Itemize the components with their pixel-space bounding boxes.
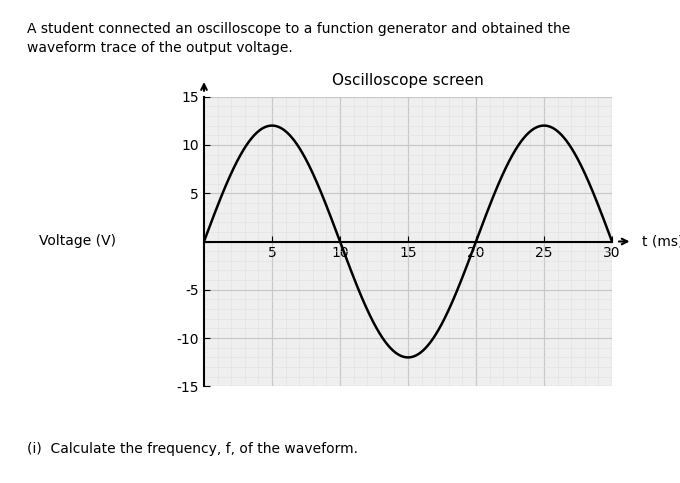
Text: t (ms): t (ms) <box>642 235 680 248</box>
Text: A student connected an oscilloscope to a function generator and obtained the: A student connected an oscilloscope to a… <box>27 22 571 36</box>
Text: Voltage (V): Voltage (V) <box>39 235 116 248</box>
Title: Oscilloscope screen: Oscilloscope screen <box>332 73 484 88</box>
Text: (i)  Calculate the frequency, f, of the waveform.: (i) Calculate the frequency, f, of the w… <box>27 442 358 456</box>
Text: waveform trace of the output voltage.: waveform trace of the output voltage. <box>27 41 293 55</box>
